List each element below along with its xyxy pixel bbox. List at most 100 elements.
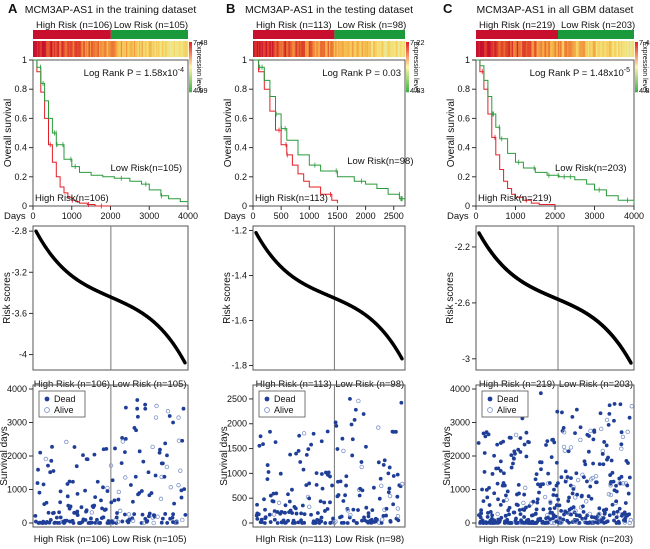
dead-point	[617, 521, 621, 525]
dead-point	[75, 491, 80, 496]
alive-point	[598, 426, 604, 432]
dead-point	[544, 443, 548, 447]
survival-plot: 0 0.2 0.4 0.6 0.8 1 0 1000 2000 3000 4000 Days Overa…	[3, 55, 198, 222]
x-tick-label: 4000	[624, 211, 644, 221]
dead-point	[331, 516, 335, 521]
dead-point	[328, 500, 332, 505]
dead-point	[268, 493, 273, 498]
dead-point	[505, 489, 510, 494]
y-tick-label: 500	[232, 493, 247, 503]
dead-point	[302, 520, 307, 525]
heatmap-stripe	[598, 41, 601, 57]
heatmap-stripe	[479, 41, 482, 57]
dead-point	[581, 475, 586, 479]
dead-point	[479, 508, 484, 513]
y-axis-label: Risk scores	[222, 272, 233, 324]
heatmap-stripe	[581, 41, 583, 57]
heatmap-stripe	[256, 41, 259, 57]
dead-point	[255, 516, 260, 521]
y-tick-label: 2500	[227, 394, 247, 404]
heatmap-stripe	[132, 41, 135, 57]
heatmap-stripe	[377, 41, 379, 57]
heatmap-stripe	[102, 41, 105, 57]
heatmap-stripe	[335, 41, 337, 57]
heatmap-stripe	[292, 41, 294, 57]
y-axis-label: Overall survival	[3, 99, 14, 167]
heatmap-stripe	[627, 41, 630, 57]
legend-gradient-step	[635, 78, 638, 81]
low-risk-group-label: Low Risk (n=105)	[112, 534, 186, 544]
panel-letter: C	[443, 1, 453, 16]
heatmap-stripe	[533, 41, 536, 57]
heatmap-stripe	[624, 41, 627, 57]
heatmap-stripe	[52, 41, 54, 57]
alive-point	[359, 464, 364, 470]
dead-point	[556, 481, 560, 486]
dead-point	[386, 471, 391, 476]
dead-point	[370, 508, 375, 513]
dead-point	[170, 515, 175, 520]
dead-point	[79, 505, 84, 510]
dead-point	[604, 443, 609, 448]
heatmap-stripe	[499, 41, 502, 57]
heatmap-stripe	[320, 41, 322, 57]
y-axis-label: Overall survival	[446, 99, 457, 167]
high-risk-series-label: High Risk(n=113)	[255, 193, 328, 204]
risk-score-point	[629, 361, 633, 365]
heatmap-stripe	[387, 41, 389, 57]
heatmap-stripe	[254, 41, 256, 57]
legend-gradient-step	[189, 60, 192, 63]
dead-point	[129, 483, 133, 487]
dead-point	[508, 435, 513, 440]
heatmap-stripe	[379, 41, 382, 57]
heatmap-stripe	[75, 41, 78, 57]
heatmap-stripe	[620, 41, 623, 57]
dead-point	[261, 442, 265, 447]
dead-point	[74, 464, 79, 469]
heatmap-stripe	[70, 41, 73, 57]
x-tick-label: 1000	[62, 211, 82, 221]
dead-point	[279, 510, 284, 514]
dead-point	[287, 499, 292, 504]
heatmap-stripe	[591, 41, 594, 57]
dead-point	[256, 512, 261, 517]
dead-point	[105, 489, 110, 494]
dead-point	[560, 410, 564, 415]
alive-point	[333, 519, 338, 524]
heatmap-stripe	[119, 41, 122, 57]
alive-point	[608, 492, 614, 498]
y-tick-label: 0.8	[234, 84, 247, 94]
dead-point	[557, 503, 562, 508]
dead-point	[160, 461, 165, 466]
low-risk-label: Low Risk (n=105)	[114, 20, 188, 31]
dead-point	[83, 518, 88, 522]
dead-point	[490, 513, 494, 518]
legend-gradient-step	[406, 58, 409, 61]
dead-point	[343, 493, 347, 498]
legend-title: Expression level	[195, 42, 202, 93]
dead-point	[304, 452, 309, 457]
y-tick-label: -2.8	[11, 226, 27, 236]
heatmap-stripe	[558, 41, 561, 57]
x-tick-label: 1000	[299, 211, 319, 221]
panel-letter: B	[226, 1, 235, 16]
y-tick-label: -1.4	[231, 271, 247, 281]
heatmap-stripe	[552, 41, 554, 57]
x-tick-label: 3000	[584, 211, 604, 221]
y-tick-label: 4000	[7, 384, 27, 394]
heatmap-stripe	[270, 41, 273, 57]
dead-point	[394, 429, 398, 434]
legend-gradient-step	[406, 62, 409, 65]
heatmap-stripe	[169, 41, 172, 57]
logrank-annotation: Log Rank P = 1.48x10-5	[530, 67, 630, 79]
heatmap-stripe	[291, 41, 293, 57]
heatmap-stripe	[49, 41, 52, 57]
alive-point	[176, 415, 181, 420]
dead-point	[99, 498, 103, 503]
dead-point	[551, 493, 556, 497]
dead-point	[597, 462, 602, 467]
heatmap-stripe	[85, 41, 88, 57]
dead-point	[288, 452, 293, 457]
dead-point	[388, 519, 393, 524]
